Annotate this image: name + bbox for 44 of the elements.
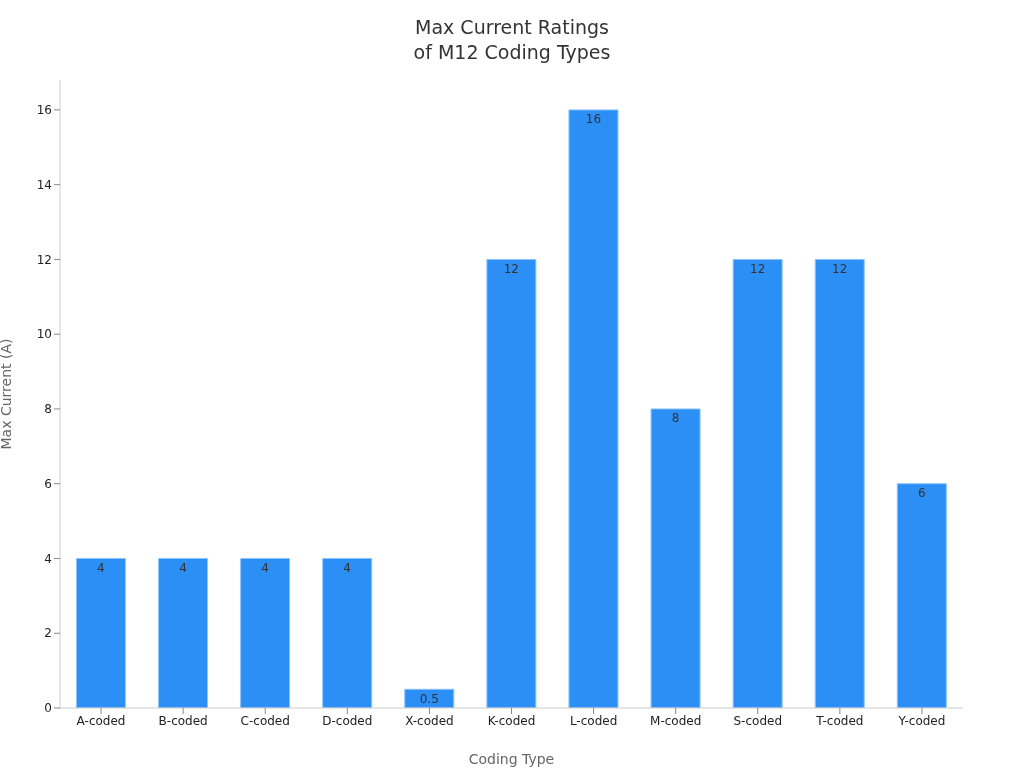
x-tick-label: S-coded xyxy=(733,713,783,728)
x-tick-label: D-coded xyxy=(322,713,373,728)
x-tick-label: X-coded xyxy=(405,713,454,728)
bar xyxy=(158,557,209,708)
y-tick-label: 8 xyxy=(44,402,52,417)
y-tick-label: 12 xyxy=(36,252,52,267)
x-tick-label: M-coded xyxy=(650,713,702,728)
bar xyxy=(75,557,126,708)
x-tick-label: K-coded xyxy=(487,713,536,728)
data-label: 12 xyxy=(832,261,848,276)
x-axis-title: Coding Type xyxy=(468,751,555,767)
y-tick-label: 0 xyxy=(44,701,52,716)
x-tick-label: T-coded xyxy=(815,713,864,728)
y-tick-label: 4 xyxy=(44,551,52,566)
data-label: 4 xyxy=(343,561,352,575)
y-tick-label: 14 xyxy=(36,177,52,192)
data-label: 4 xyxy=(261,561,269,575)
y-tick-label: 6 xyxy=(44,476,52,491)
bar xyxy=(240,557,291,708)
x-tick-label: L-coded xyxy=(569,713,618,728)
y-tick-label: 16 xyxy=(36,103,52,118)
y-axis-title: Max Current (A) xyxy=(0,338,14,450)
y-tick-label: 2 xyxy=(44,626,52,641)
bar xyxy=(732,258,783,708)
x-tick-label: Y-coded xyxy=(897,713,946,728)
data-label: 4 xyxy=(179,561,187,575)
data-label: 12 xyxy=(750,261,766,276)
bar xyxy=(322,557,373,708)
y-tick-label: 10 xyxy=(36,327,52,342)
data-label: 16 xyxy=(585,112,602,127)
data-label: 4 xyxy=(97,561,105,575)
data-label: 6 xyxy=(918,486,926,501)
data-label: 0.5 xyxy=(419,691,439,706)
bar xyxy=(568,109,619,708)
bar xyxy=(896,483,947,708)
bar xyxy=(814,258,865,708)
x-tick-label: A-coded xyxy=(76,713,126,728)
x-tick-label: B-coded xyxy=(158,713,208,728)
bar xyxy=(486,258,537,708)
bar xyxy=(650,408,701,708)
x-tick-label: C-coded xyxy=(240,713,290,728)
chart-title: Max Current Ratings of M12 Coding Types xyxy=(412,15,612,65)
data-label: 12 xyxy=(503,261,520,276)
data-label: 8 xyxy=(671,411,680,426)
